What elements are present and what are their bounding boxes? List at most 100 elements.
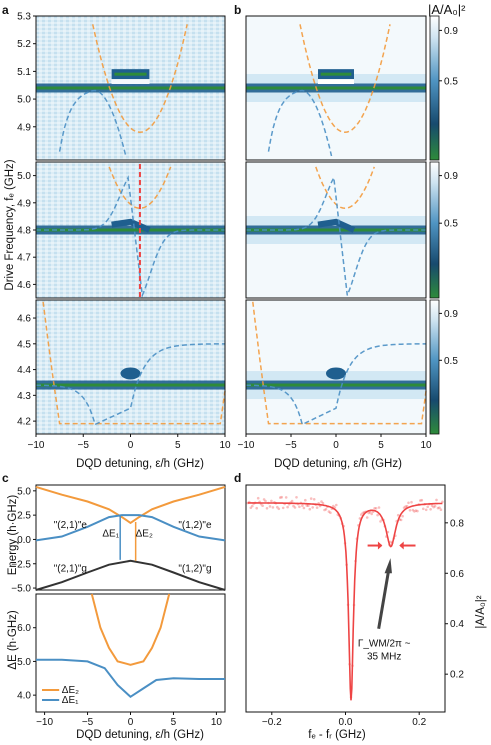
data-point xyxy=(268,505,272,508)
data-point xyxy=(292,504,295,508)
resonance-core xyxy=(246,228,426,232)
data-point xyxy=(413,510,416,513)
data-point xyxy=(286,505,289,509)
axes-frame xyxy=(245,161,427,299)
ytick-label: 0.4 xyxy=(450,619,464,630)
theory-line-lower xyxy=(36,343,225,426)
data-point xyxy=(410,500,413,504)
data-point xyxy=(405,504,409,508)
panel-c-ylabel-top: Energy (h·GHz) xyxy=(7,495,19,576)
anticrossing-gap xyxy=(318,79,354,84)
panel-d-plot: Γ_WM/2π ~ 35 MHz 0.8 0.6 0.4 0.2 −0.2 0.0 0.2 xyxy=(245,484,464,728)
label-12e-excited: "(1,2)"e xyxy=(178,520,212,531)
colorbar-tick-label: 0.9 xyxy=(444,26,458,37)
anticrossing-shift xyxy=(317,218,356,233)
data-point xyxy=(411,508,415,512)
data-point xyxy=(255,506,258,510)
data-point xyxy=(271,506,275,509)
data-point xyxy=(249,506,253,510)
colorbar xyxy=(429,299,440,435)
data-point xyxy=(419,499,422,502)
xtick-label: −10 xyxy=(36,717,53,728)
data-point xyxy=(321,501,325,505)
data-point xyxy=(367,511,371,515)
colorbar xyxy=(429,15,440,161)
theory-line-lower xyxy=(58,89,127,157)
data-point xyxy=(368,510,372,514)
xtick-label: 0.2 xyxy=(412,717,426,728)
data-point xyxy=(435,498,438,502)
xtick-label: 0 xyxy=(128,717,134,728)
theory-line-upper xyxy=(299,24,391,134)
annotation-arrow xyxy=(377,567,391,630)
ytick-label: 0.2 xyxy=(450,670,464,681)
data-point xyxy=(420,498,424,502)
data-point xyxy=(436,506,440,510)
xtick-label: 0.0 xyxy=(339,717,353,728)
panel-b: 0.9 0.5 0.9 0.5 −10 −5 0 5 10 0.9 0.5 DQD detuni… xyxy=(238,2,467,470)
data-point xyxy=(402,506,406,510)
xtick-label: −0.2 xyxy=(262,717,282,728)
anticrossing-blob xyxy=(120,367,141,380)
data-point xyxy=(277,507,281,511)
theory-line-upper xyxy=(108,166,172,209)
axes-frame xyxy=(245,484,446,713)
panel-a-ylabel: Drive Frequency, fₑ (GHz) xyxy=(4,159,16,290)
axes-frame xyxy=(245,15,427,161)
data-point xyxy=(327,510,331,513)
ytick-label: 0.6 xyxy=(450,569,464,580)
xtick-label: 5 xyxy=(171,717,177,728)
data-point xyxy=(284,496,288,499)
resonance-core xyxy=(36,383,225,387)
data-point xyxy=(407,501,410,505)
ytick-label: −5.0 xyxy=(11,584,31,595)
legend-label: ΔE₁ xyxy=(62,695,79,706)
data-point xyxy=(426,505,430,509)
data-point xyxy=(370,512,374,516)
panel-d-ylabel: |A/A₀|² xyxy=(475,595,487,628)
data-point xyxy=(416,509,419,513)
data-point xyxy=(399,518,403,522)
label-21e-excited: "(2,1)"e xyxy=(54,520,88,531)
xtick-label: 10 xyxy=(219,440,231,451)
data-point xyxy=(376,513,379,517)
panel-a-middle: 4.6 4.7 4.8 4.9 5.0 xyxy=(17,161,226,432)
panel-b-xlabel: DQD detuning, ε/h (GHz) xyxy=(274,458,402,470)
colorbar-label: |A/A₀|² xyxy=(428,2,466,17)
theory-line-lower xyxy=(36,175,225,299)
colorbar-tick-label: 0.5 xyxy=(444,76,458,87)
colorbar-tick-label: 0.5 xyxy=(444,356,458,367)
linewidth-annotation: Γ_WM/2π ~ xyxy=(358,638,411,649)
data-point xyxy=(264,499,267,503)
anticrossing-upper-core xyxy=(320,72,352,76)
resonance-core xyxy=(36,86,225,90)
data-point xyxy=(430,504,434,507)
data-point xyxy=(365,516,369,519)
data-point xyxy=(360,513,363,516)
ytick-label: 5.3 xyxy=(17,12,31,23)
data-point xyxy=(335,503,338,507)
data-point xyxy=(422,507,425,511)
data-point xyxy=(262,498,266,501)
ytick-label: 4.9 xyxy=(17,198,31,209)
data-point xyxy=(265,507,269,510)
ytick-label: 4.3 xyxy=(17,391,31,402)
ytick-label: 5.0 xyxy=(17,171,31,182)
anticrossing-shift xyxy=(111,218,151,233)
map-background xyxy=(36,300,225,434)
data-point xyxy=(311,506,315,509)
theory-line-upper xyxy=(42,301,226,425)
data-point xyxy=(433,504,437,508)
width-arrowhead-left xyxy=(377,541,383,550)
panel-c-ylabel-bottom: ΔE (h·GHz) xyxy=(7,610,19,670)
ytick-label: 4.4 xyxy=(17,365,31,376)
panel-b-top: 0.9 0.5 xyxy=(245,15,458,161)
panel-a-xlabel: DQD detuning, ε/h (GHz) xyxy=(76,458,204,470)
theory-line-upper xyxy=(315,166,376,209)
xtick-label: −10 xyxy=(238,440,255,451)
theory-line-lower xyxy=(246,175,426,296)
ytick-label: 5.2 xyxy=(17,39,31,50)
ytick-label: 5.1 xyxy=(17,67,31,78)
xtick-label: −5 xyxy=(78,440,90,451)
ytick-label: −2.5 xyxy=(11,559,31,570)
